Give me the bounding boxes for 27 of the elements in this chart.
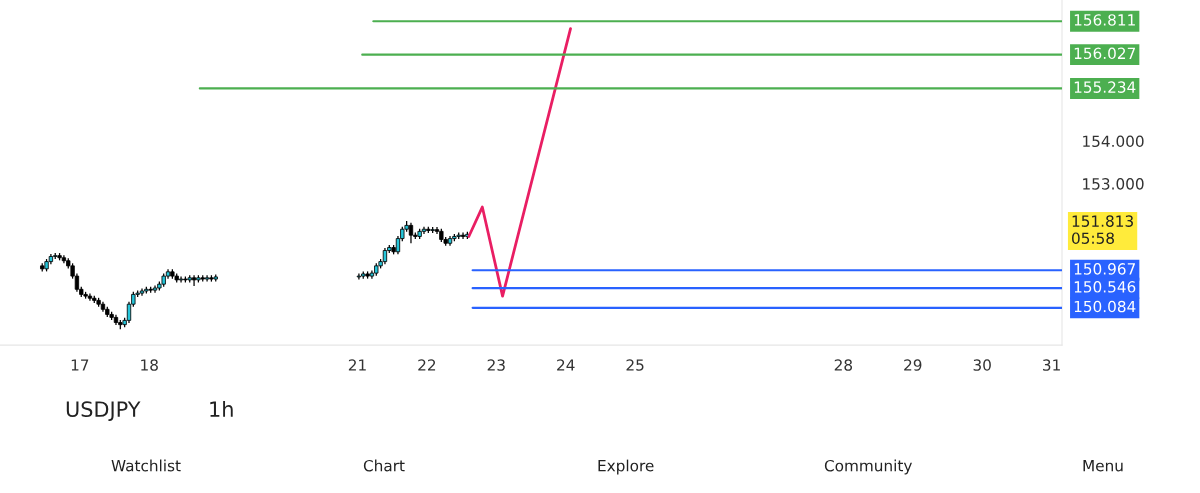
data-label: 155.234 <box>1074 81 1136 93</box>
text: 151.813 05:58 <box>1072 215 1133 244</box>
x-tick-label: 23 <box>487 359 505 371</box>
text: USDJPY <box>66 401 141 421</box>
text: Explore <box>598 459 654 475</box>
x-tick-label: 22 <box>418 359 436 371</box>
data-label: 150.967 <box>1074 263 1135 275</box>
text: Menu <box>1083 460 1123 472</box>
x-tick-label: 21 <box>348 359 366 371</box>
x-tick-label: 31 <box>1043 359 1060 371</box>
text: Chart <box>363 459 405 472</box>
x-tick-label: 18 <box>141 359 158 371</box>
x-tick-label: 24 <box>557 359 575 371</box>
data-label: 156.811 <box>1074 14 1135 26</box>
text: 1h <box>210 400 233 417</box>
data-label: 156.027 <box>1074 47 1135 60</box>
text: Watchlist <box>111 459 181 472</box>
x-tick-label: 30 <box>973 359 991 371</box>
y-tick-label: 153.000 <box>1083 178 1144 190</box>
x-tick-label: 25 <box>626 359 644 371</box>
data-label: 150.546 <box>1074 281 1136 293</box>
text: Community <box>824 459 912 475</box>
data-label: 150.084 <box>1074 300 1136 313</box>
x-tick-label: 29 <box>904 359 922 371</box>
x-tick-label: 17 <box>71 359 89 371</box>
x-tick-label: 28 <box>834 359 853 371</box>
y-tick-label: 154.000 <box>1083 135 1144 148</box>
